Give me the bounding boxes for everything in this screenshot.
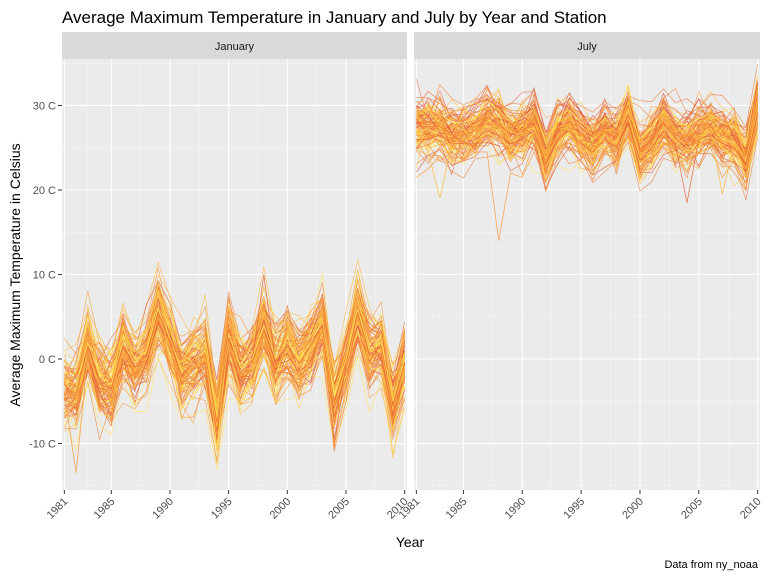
series-line xyxy=(416,86,758,132)
chart-title: Average Maximum Temperature in January a… xyxy=(62,8,607,27)
series-line xyxy=(416,126,758,241)
y-axis: -10 C 0 C 10 C 20 C 30 C xyxy=(29,100,62,451)
series-line xyxy=(63,356,406,470)
series-line xyxy=(416,107,758,177)
y-tick-label: 0 C xyxy=(39,354,56,366)
series-line xyxy=(416,113,758,203)
series-line xyxy=(416,105,758,158)
series-line xyxy=(416,104,758,183)
series-line xyxy=(64,288,406,399)
series-line xyxy=(64,267,406,391)
series-line xyxy=(64,286,406,416)
series-line xyxy=(416,85,758,167)
y-tick-label: -10 C xyxy=(29,439,56,451)
series-line xyxy=(64,259,406,395)
series-line xyxy=(416,137,758,201)
series-line xyxy=(416,85,758,147)
series-line xyxy=(64,287,406,408)
series-line xyxy=(416,75,758,145)
series-line xyxy=(63,322,406,441)
facet-strip-label: July xyxy=(577,41,597,53)
series-line xyxy=(416,97,758,160)
series-line xyxy=(416,100,758,165)
facet-strip xyxy=(62,32,407,59)
facet-strip-label: January xyxy=(215,41,255,53)
series-line xyxy=(416,124,758,185)
series-line xyxy=(416,81,758,150)
series-lines xyxy=(416,64,758,241)
series-line xyxy=(416,64,758,133)
caption: Data from ny_noaa xyxy=(664,559,758,571)
series-line xyxy=(416,87,758,164)
series-line xyxy=(416,109,758,199)
series-line xyxy=(416,112,758,182)
series-line xyxy=(64,307,406,448)
series-line xyxy=(416,98,758,156)
x-axis-title: Year xyxy=(396,534,425,550)
series-line xyxy=(416,117,758,190)
y-tick-label: 10 C xyxy=(33,270,56,282)
y-tick-label: 30 C xyxy=(33,100,56,112)
y-tick-label: 20 C xyxy=(33,185,56,197)
series-line xyxy=(416,94,758,162)
series-lines xyxy=(63,259,406,474)
facet-strip xyxy=(414,32,760,59)
series-line xyxy=(64,315,406,427)
series-line xyxy=(64,311,406,448)
series-line xyxy=(416,75,758,141)
y-axis-title: Average Maximum Temperature in Celsius xyxy=(7,143,23,406)
